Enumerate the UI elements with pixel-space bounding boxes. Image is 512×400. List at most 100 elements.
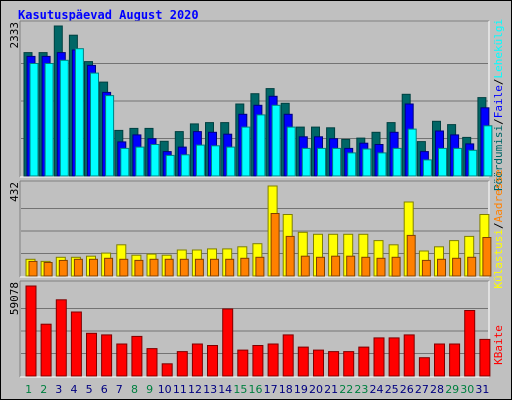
x-tick-label: 1 [25,383,32,396]
bar [210,258,219,277]
x-tick-label: 14 [218,383,232,396]
bar [388,337,400,377]
bar [101,334,113,377]
x-tick-label: 8 [131,383,138,396]
bar [479,338,491,377]
legend-entry: / [492,79,505,86]
legend-label: Külastusi/Aadresse [492,169,505,288]
x-tick-label: 4 [71,383,78,396]
bar [328,351,340,377]
bar [43,262,53,277]
bar [58,259,68,277]
bar [407,128,417,177]
x-tick-label: 20 [309,383,323,396]
x-tick-label: 3 [55,383,62,396]
bar [207,345,218,377]
x-tick-label: 7 [116,383,123,396]
legend-entry: / [492,118,505,125]
bar [300,255,310,277]
legend-label: Pöördumisi/Faile/Lehekülgi [492,19,505,191]
legend-entry: Pöördumisi [492,125,505,191]
x-axis-labels: 1 2 3 4 5 6 7 8 9 10 11 12 13 14 15 16 17 18 19 20 21 22 23 24 2… [25,383,489,396]
x-tick-label: 16 [249,383,263,396]
bar [377,152,387,177]
panel-kbytes: 59078 KBaite [8,280,505,378]
bar [89,258,98,277]
x-tick-label: 29 [445,383,459,396]
bar [452,257,462,277]
bar [467,256,477,277]
bar [449,343,461,377]
y-max-label: 2333 [8,22,21,49]
bar [468,149,478,177]
x-tick-label: 23 [354,383,368,396]
bar [317,147,326,177]
panel-visits-sites: 432 Külastusi/Aadresse [8,169,505,288]
bar [150,144,160,177]
bar [28,260,38,277]
bar [346,255,356,277]
bar [225,258,235,277]
legend-entry: Aadresse [492,169,505,222]
x-tick-label: 10 [158,383,172,396]
x-tick-label: 19 [294,383,308,396]
bar [267,343,279,377]
x-tick-label: 22 [339,383,353,396]
bar [301,147,311,177]
x-tick-label: 24 [370,383,384,396]
bar [161,363,173,377]
legend-entry: KBaite [492,325,505,365]
bar [104,257,114,277]
bar [86,332,97,377]
bar [270,213,280,277]
bar [237,349,249,377]
bar [343,351,355,377]
bar [271,104,281,177]
panel-hits-files-pages: 2333 Pöördumisi/Faile/Lehekülgi [8,19,505,191]
bar [464,310,476,377]
bar [418,357,430,377]
bar [285,235,295,277]
bar [313,349,324,377]
bar [373,337,385,377]
bar [116,343,128,377]
x-tick-label: 2 [40,383,47,396]
bar [119,258,129,277]
bar [362,148,372,177]
bar [195,144,205,177]
bar [131,335,143,377]
bar [361,256,371,277]
bar [55,299,67,377]
bar [226,146,236,177]
bar [453,147,463,177]
x-tick-label: 21 [324,383,338,396]
bar [286,126,296,177]
x-tick-label: 5 [86,383,93,396]
bar [406,234,416,277]
bar [331,255,341,277]
x-tick-label: 11 [173,383,187,396]
bar [73,258,83,277]
bar [282,334,294,377]
series-visits-sites-1 [28,213,492,277]
bar [316,256,325,277]
bar [403,334,415,377]
bar [179,258,189,277]
bar [252,345,264,377]
x-tick-label: 28 [430,383,444,396]
bar [149,258,159,277]
bar [135,146,145,177]
bar [105,95,115,177]
bar [120,147,130,177]
bar [297,346,309,377]
x-tick-label: 31 [475,383,489,396]
bar [438,147,447,177]
x-tick-label: 25 [385,383,399,396]
x-tick-label: 15 [233,383,247,396]
bar [376,257,386,277]
x-tick-label: 27 [415,383,429,396]
bar [358,346,370,377]
bar [74,48,84,177]
x-tick-label: 18 [279,383,293,396]
